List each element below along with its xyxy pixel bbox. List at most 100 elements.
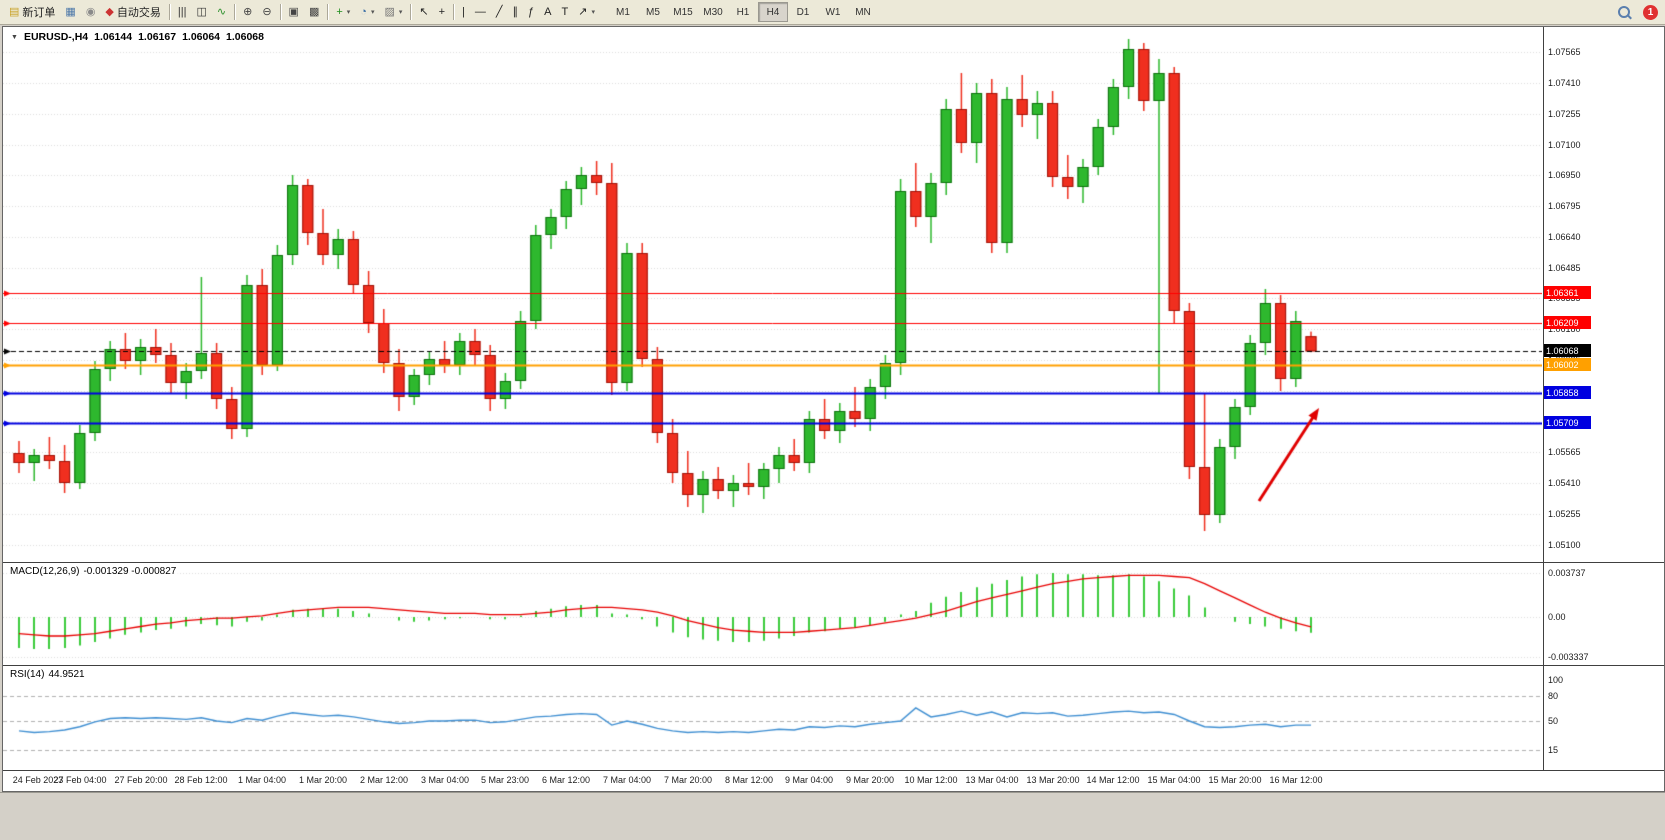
chevron-down-icon: ▾: [346, 9, 351, 16]
toolbar-right-group: 1: [1613, 1, 1661, 23]
cursor-button[interactable]: ↖: [414, 1, 433, 23]
time-label: 8 Mar 12:00: [724, 775, 774, 785]
arrows-button[interactable]: ↗ ▾: [573, 1, 600, 23]
rsi-value: 44.9521: [48, 669, 85, 680]
label-button[interactable]: T: [557, 1, 574, 23]
timeframe-m5[interactable]: M5: [646, 6, 660, 18]
timeframe-d1[interactable]: D1: [796, 6, 810, 18]
rsi-axis-tick: 50: [1548, 716, 1559, 726]
resistance-line-1-tag: 1.06361: [1544, 286, 1591, 299]
ohlc-open: 1.06144: [94, 31, 133, 43]
indicators-button[interactable]: + ▾: [331, 1, 355, 23]
macd-axis-tick: 0.00: [1548, 611, 1566, 622]
text-label-icon: T: [561, 5, 569, 18]
chevron-down-icon: ▾: [398, 9, 403, 16]
zoom-out-button[interactable]: ⊖: [257, 1, 276, 23]
tile-windows-icon: ▣: [288, 5, 299, 18]
clock-icon: ◔: [360, 5, 367, 18]
time-axis[interactable]: 24 Feb 2023 27 Feb 04:00 27 Feb 20:00 28 Fe…: [3, 770, 1664, 791]
time-label: 28 Feb 12:00: [174, 775, 228, 785]
macd-pane: MACD(12,26,9) -0.001329 -0.000827 0.00373…: [3, 562, 1664, 665]
price-tick: 1.07565: [1548, 47, 1581, 57]
periods-button[interactable]: ◔ ▾: [355, 1, 379, 23]
macd-axis[interactable]: 0.003737 0.00 -0.003337: [1543, 563, 1664, 665]
chevron-down-icon: ▾: [591, 9, 595, 16]
channel-button[interactable]: ∥: [508, 1, 524, 23]
line-chart-icon: ∿: [216, 5, 227, 18]
price-tick: 1.07255: [1548, 109, 1581, 119]
toolbar-separator: [234, 4, 236, 20]
price-tick: 1.07410: [1548, 78, 1581, 88]
time-label: 9 Mar 20:00: [845, 775, 895, 785]
zoom-in-button[interactable]: ⊕: [238, 1, 257, 23]
tile-windows-button[interactable]: ▣: [284, 1, 304, 23]
time-label: 14 Mar 12:00: [1086, 775, 1140, 785]
timeframe-mn[interactable]: MN: [855, 6, 871, 18]
timeframe-m1[interactable]: M1: [616, 6, 630, 18]
toolbar-separator: [279, 4, 281, 20]
collapse-icon[interactable]: ▼: [11, 33, 18, 41]
text-button[interactable]: A: [539, 1, 556, 23]
timeframe-m30[interactable]: M30: [703, 6, 723, 18]
new-order-button-label: 新订单: [22, 7, 56, 19]
macd-chart[interactable]: [3, 563, 1542, 665]
support-line-1-tag: 1.05858: [1544, 386, 1591, 399]
auto-trading-button-label: 自动交易: [116, 7, 161, 19]
macd-axis-tick: 0.003737: [1548, 567, 1586, 578]
text-icon: A: [544, 5, 552, 18]
price-tick: 1.07100: [1548, 140, 1581, 150]
chevron-down-icon: ▾: [370, 9, 375, 16]
macd-values: -0.001329 -0.000827: [83, 566, 177, 577]
candlestick-button[interactable]: ◫: [191, 1, 211, 23]
new-order-button[interactable]: ▤ 新订单: [4, 1, 60, 23]
zoom-in-icon: ⊕: [243, 5, 253, 18]
timeframe-m15[interactable]: M15: [673, 6, 693, 18]
time-label: 9 Mar 04:00: [784, 775, 834, 785]
resistance-line-2-tag: 1.06209: [1544, 316, 1591, 329]
time-label: 7 Mar 20:00: [663, 775, 713, 785]
candlestick-chart[interactable]: [3, 27, 1542, 562]
rsi-axis[interactable]: 100 80 50 15: [1543, 666, 1664, 770]
cascade-windows-button[interactable]: ▩: [304, 1, 324, 23]
bar-chart-button[interactable]: |||: [173, 1, 192, 23]
toolbar-separator: [327, 4, 329, 20]
pivot-line-tag: 1.06002: [1544, 358, 1591, 371]
timeframe-h1[interactable]: H1: [736, 6, 750, 18]
symbol-title: EURUSD-,H4: [23, 31, 89, 43]
horizontal-line-button[interactable]: —: [470, 1, 491, 23]
alerts-button[interactable]: ◉: [81, 1, 101, 23]
trendline-button[interactable]: ╱: [491, 1, 508, 23]
timeframe-w1[interactable]: W1: [825, 6, 841, 18]
search-icon: [1618, 6, 1630, 18]
vertical-line-button[interactable]: |: [457, 1, 470, 23]
rsi-axis-tick: 100: [1548, 675, 1564, 685]
time-label: 15 Mar 04:00: [1147, 775, 1201, 785]
macd-axis-tick: -0.003337: [1548, 651, 1589, 662]
time-label: 6 Mar 12:00: [541, 775, 591, 785]
time-label: 1 Mar 20:00: [298, 775, 348, 785]
price-axis[interactable]: 1.07565 1.07410 1.07255 1.07100 1.06950 1.067…: [1543, 27, 1664, 562]
candlestick-icon: ◫: [196, 5, 207, 18]
notification-badge[interactable]: 1: [1643, 4, 1658, 20]
macd-name: MACD(12,26,9): [10, 566, 80, 577]
ohlc-close: 1.06068: [226, 31, 264, 43]
crosshair-button[interactable]: +: [434, 1, 450, 23]
toolbar-separator: [453, 4, 455, 20]
time-label: 13 Mar 20:00: [1026, 775, 1080, 785]
auto-trading-button[interactable]: ◆ 自动交易: [100, 1, 165, 23]
timeframe-group: M1 M5 M15 M30 H1 H4 D1 W1 MN: [608, 2, 878, 22]
templates-button[interactable]: ▨ ▾: [379, 1, 407, 23]
main-chart-pane: ▼ EURUSD-,H4 1.06144 1.06167 1.06064 1.0…: [3, 27, 1664, 562]
search-button[interactable]: [1613, 1, 1635, 23]
fibonacci-button[interactable]: ƒ: [523, 1, 539, 23]
zoom-out-icon: ⊖: [262, 5, 272, 18]
symbol-info: ▼ EURUSD-,H4 1.06144 1.06167 1.06064 1.0…: [9, 31, 266, 43]
rsi-chart[interactable]: [3, 666, 1542, 770]
charts-button[interactable]: ▦: [60, 1, 80, 23]
auto-trading-icon: ◆: [105, 5, 114, 18]
timeframe-h4[interactable]: H4: [757, 2, 788, 22]
rsi-label: RSI(14) 44.9521: [8, 669, 87, 680]
sound-icon: ◉: [85, 5, 96, 18]
line-chart-button[interactable]: ∿: [212, 1, 231, 23]
chart-window: ▼ EURUSD-,H4 1.06144 1.06167 1.06064 1.0…: [2, 26, 1665, 792]
